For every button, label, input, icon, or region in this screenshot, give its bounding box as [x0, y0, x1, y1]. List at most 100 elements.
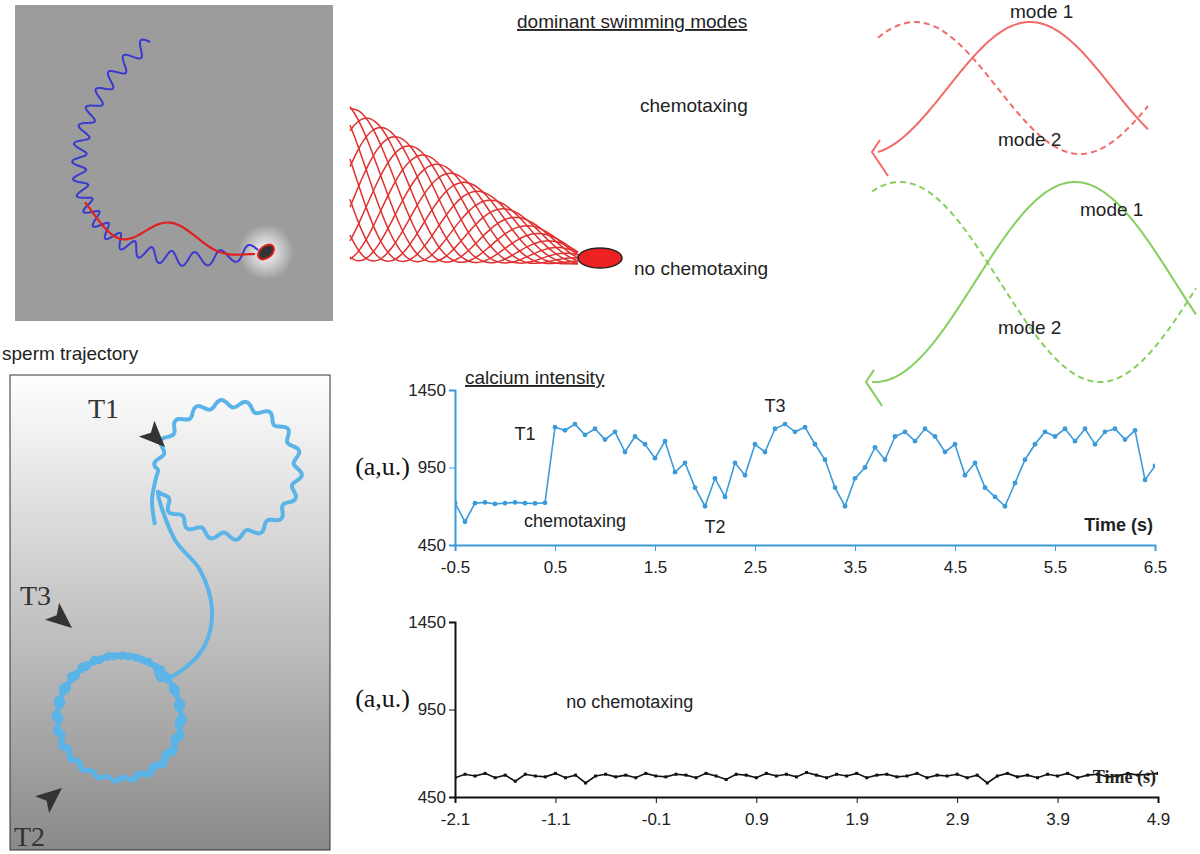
data-point [523, 501, 528, 506]
data-point [913, 439, 918, 444]
x-tick-label: -0.5 [441, 558, 470, 577]
data-point [956, 773, 959, 776]
chart: -0.50.51.52.53.54.55.56.54509501450calci… [355, 367, 1167, 577]
x-tick-label: 2.5 [744, 558, 768, 577]
x-tick-label: 0.9 [745, 810, 769, 829]
data-point [813, 442, 818, 447]
data-point [503, 501, 508, 506]
time-marker-label: T3 [20, 580, 51, 611]
data-point [1063, 426, 1068, 431]
data-point [574, 774, 577, 777]
y-tick-label: 950 [418, 458, 446, 477]
data-point [915, 772, 918, 775]
data-point [533, 501, 538, 506]
data-point [903, 429, 908, 434]
x-tick-label: 1.5 [644, 558, 668, 577]
x-tick: -0.1 [642, 797, 671, 829]
data-point [733, 460, 738, 465]
data-point [745, 774, 748, 777]
data-point [803, 425, 808, 430]
data-point [644, 772, 647, 775]
data-point [773, 426, 778, 431]
plot-area [455, 422, 1155, 524]
data-point [966, 776, 969, 779]
x-tick-label: 2.9 [946, 810, 970, 829]
flagellum-waveform [350, 164, 578, 263]
annotation: T1 [514, 424, 535, 444]
y-tick-mark [449, 797, 455, 798]
data-point [584, 782, 587, 785]
data-point [993, 495, 998, 500]
data-point [783, 422, 788, 427]
data-point [1113, 426, 1118, 431]
x-axis-line [456, 546, 1156, 552]
data-point [553, 425, 558, 430]
trajectory-panel: sperm trajectoryT1T2T3 [2, 343, 330, 852]
y-axis-title: (a,u.) [355, 452, 410, 481]
mode-2-curve [878, 22, 1148, 154]
swim-path [72, 40, 258, 266]
x-tick: 2.9 [946, 797, 970, 829]
chart: -2.1-1.1-0.10.91.92.93.94.94509501450Tim… [355, 613, 1170, 829]
x-tick: 0.5 [544, 545, 568, 577]
x-tick-mark [857, 797, 858, 803]
y-tick: 950 [418, 700, 455, 719]
mode-arrow [866, 370, 882, 406]
data-point [614, 775, 617, 778]
data-point [923, 426, 928, 431]
data-point [1026, 774, 1029, 777]
x-tick: 2.5 [744, 545, 768, 577]
x-tick-label: 0.5 [544, 558, 568, 577]
data-point [695, 776, 698, 779]
x-tick-mark [955, 545, 956, 551]
data-point [603, 437, 608, 442]
mode-2-curve [872, 182, 1196, 382]
data-point [926, 776, 929, 779]
head-glow [238, 224, 294, 280]
mode-1-curve [878, 22, 1148, 152]
x-tick-label: 3.9 [1046, 810, 1070, 829]
y-tick: 450 [418, 788, 455, 807]
x-tick: -1.1 [541, 797, 570, 829]
data-point [564, 776, 567, 779]
data-point [554, 772, 557, 775]
data-point [986, 782, 989, 785]
data-point [583, 433, 588, 438]
data-point [634, 776, 637, 779]
data-point [593, 426, 598, 431]
data-point [493, 502, 498, 507]
x-tick-mark [855, 545, 856, 551]
data-point [474, 775, 477, 778]
data-point [643, 442, 648, 447]
x-tick-label: 1.9 [845, 810, 869, 829]
y-axis-line [449, 391, 456, 546]
data-point [963, 473, 968, 478]
data-point [513, 500, 518, 505]
data-point [805, 771, 808, 774]
data-point [1143, 478, 1148, 483]
data-point [1076, 776, 1079, 779]
data-point [654, 775, 657, 778]
data-point [1066, 772, 1069, 775]
data-point [633, 434, 638, 439]
data-point [983, 485, 988, 490]
y-axis: 4509501450 [408, 613, 455, 807]
annotation: T2 [704, 517, 725, 537]
x-tick-label: 4.9 [1147, 810, 1171, 829]
data-point [674, 773, 677, 776]
data-point [544, 775, 547, 778]
data-point [604, 773, 607, 776]
data-point [996, 775, 999, 778]
y-tick-label: 450 [418, 788, 446, 807]
x-tick: 3.9 [1046, 797, 1070, 829]
flagellum-waveform [350, 182, 578, 263]
flagellum-waveform [350, 127, 578, 262]
data-point [865, 776, 868, 779]
y-tick: 950 [418, 458, 455, 477]
data-point [463, 519, 468, 524]
x-tick: 0.9 [745, 797, 769, 829]
data-point [715, 775, 718, 778]
y-axis-title: (a,u.) [355, 684, 410, 713]
data-point [524, 773, 527, 776]
state-label: chemotaxing [640, 95, 748, 116]
